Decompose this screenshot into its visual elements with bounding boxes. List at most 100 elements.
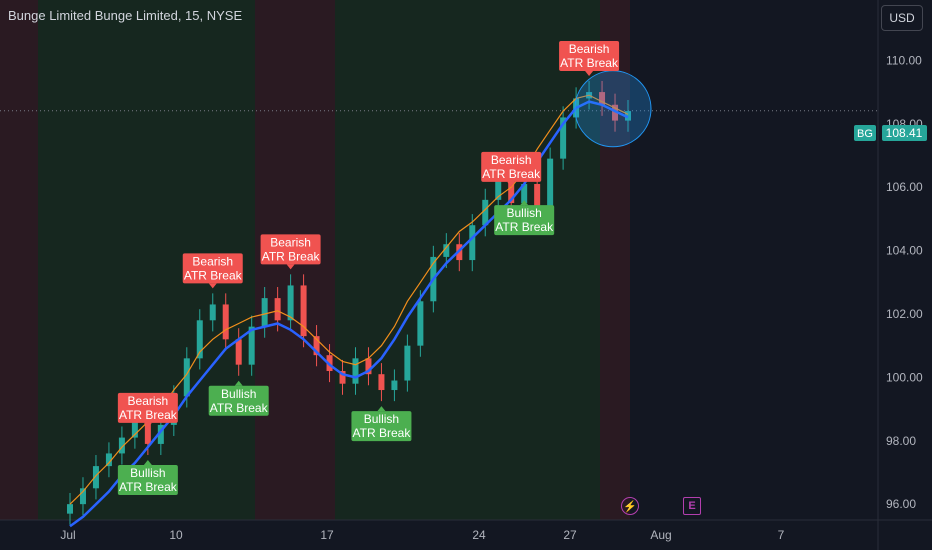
label-line2: ATR Break: [482, 167, 541, 181]
candle-body: [404, 345, 411, 381]
label-line1: Bearish: [128, 394, 169, 408]
price-tick-label: 104.00: [886, 244, 923, 258]
label-pointer: [377, 406, 386, 412]
candle-body: [261, 298, 268, 327]
label-pointer: [143, 460, 152, 466]
candle-body: [365, 358, 372, 375]
label-box: [260, 234, 321, 265]
earnings-icon[interactable]: E: [683, 497, 701, 515]
label-line2: ATR Break: [495, 220, 554, 234]
label-line2: ATR Break: [119, 480, 178, 494]
candle-body: [235, 339, 242, 365]
time-tick-label: 10: [169, 528, 183, 542]
price-text: 108.41: [886, 126, 923, 140]
label-box: [208, 385, 269, 416]
price-tick-label: 100.00: [886, 370, 923, 384]
label-line1: Bearish: [270, 235, 311, 249]
currency-button[interactable]: USD: [881, 5, 923, 31]
candle-body: [144, 418, 151, 444]
lightning-icon[interactable]: ⚡: [621, 497, 639, 515]
candle-body: [209, 304, 216, 321]
label-line2: ATR Break: [119, 408, 178, 422]
label-pointer: [286, 264, 295, 270]
label-pointer: [585, 70, 594, 76]
axis-panel: [878, 0, 932, 550]
candle-body: [443, 244, 450, 257]
candle-body: [92, 466, 99, 489]
candle-body: [521, 184, 528, 204]
price-tick-label: 110.00: [886, 53, 922, 67]
label-pointer: [143, 422, 152, 428]
last-price-tag: BG 108.41: [854, 125, 927, 141]
time-tick-label: 7: [778, 528, 785, 542]
candle-body: [391, 380, 398, 391]
candle-body: [274, 298, 281, 321]
label-box: [351, 411, 412, 442]
label-line1: Bullish: [221, 387, 256, 401]
label-line2: ATR Break: [210, 401, 269, 415]
candle-body: [378, 374, 385, 391]
label-line2: ATR Break: [184, 268, 243, 282]
label-box: [559, 40, 620, 71]
price-tick-label: 96.00: [886, 497, 916, 511]
time-tick-label: 17: [320, 528, 334, 542]
label-line1: Bearish: [491, 153, 532, 167]
candle-body: [417, 301, 424, 346]
candle-body: [560, 117, 567, 159]
label-pointer: [507, 181, 516, 187]
candle-body: [547, 158, 554, 223]
candle-body: [482, 199, 489, 226]
price-tick-label: 102.00: [886, 307, 923, 321]
label-box: [117, 392, 178, 423]
candle-body: [625, 111, 631, 121]
label-line1: Bullish: [507, 206, 542, 220]
highlight-circle: [574, 70, 652, 148]
candle-body: [313, 336, 320, 356]
candle-body: [495, 177, 502, 200]
candle-body: [183, 358, 190, 397]
session-band: [0, 0, 38, 520]
label-line2: ATR Break: [560, 56, 619, 70]
label-line1: Bearish: [192, 254, 233, 268]
label-line2: ATR Break: [262, 249, 321, 263]
candle-body: [157, 424, 164, 444]
candle-body: [300, 285, 307, 337]
time-tick-label: 24: [472, 528, 486, 542]
time-tick-label: Aug: [650, 528, 671, 542]
label-pointer: [520, 200, 529, 206]
label-line1: Bullish: [364, 412, 399, 426]
candle-body: [469, 225, 476, 261]
symbol-badge: [854, 125, 876, 141]
label-box: [182, 253, 243, 284]
chart-title: Bunge Limited Bunge Limited, 15, NYSE: [8, 8, 243, 23]
candle-body: [339, 371, 346, 384]
label-line1: Bullish: [130, 466, 165, 480]
label-box: [481, 151, 542, 182]
price-tick-label: 106.00: [886, 180, 923, 194]
candle-body: [118, 437, 125, 454]
candle-body: [612, 104, 619, 121]
candle-body: [67, 504, 73, 514]
session-band: [600, 0, 630, 520]
candle-body: [599, 92, 606, 105]
candle-body: [508, 177, 515, 204]
candle-body: [131, 418, 138, 438]
candle-body: [248, 326, 255, 365]
label-line2: ATR Break: [353, 426, 412, 440]
time-tick-label: Jul: [60, 528, 75, 542]
time-axis: Jul 10 17 24 27 Aug 7: [60, 528, 784, 542]
label-box: [117, 465, 178, 496]
label-pointer: [208, 283, 217, 289]
candle-body: [105, 453, 112, 467]
candle-body: [534, 184, 541, 223]
candle-body: [352, 358, 359, 384]
candle-body: [222, 304, 229, 340]
